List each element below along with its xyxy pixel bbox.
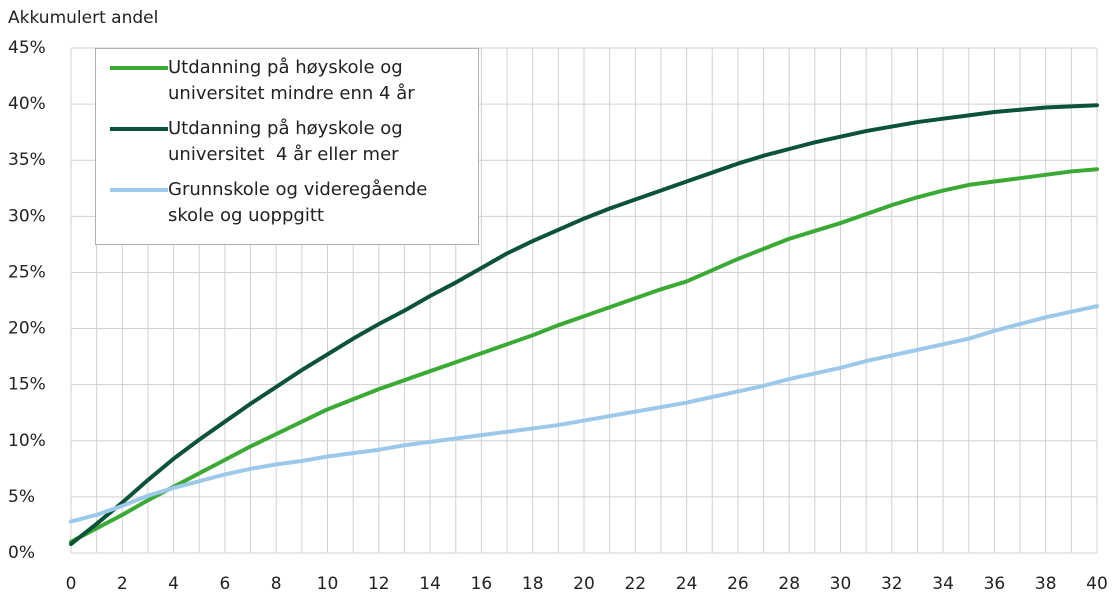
x-tick-label: 38 <box>1035 574 1057 594</box>
legend-entry: Grunnskole og videregående skole og uopp… <box>110 177 468 229</box>
x-tick-label: 18 <box>522 574 544 594</box>
x-tick-label: 22 <box>624 574 646 594</box>
series-line <box>69 304 1099 524</box>
x-tick-label: 12 <box>368 574 390 594</box>
y-tick-label: 10% <box>8 431 46 451</box>
y-tick-label: 45% <box>8 38 46 58</box>
x-tick-label: 4 <box>168 574 179 594</box>
series-line <box>69 103 1099 547</box>
legend-entry: Utdanning på høyskole og universitet min… <box>110 55 468 107</box>
y-tick-label: 5% <box>8 487 35 507</box>
series-line <box>69 167 1099 544</box>
x-tick-label: 20 <box>573 574 595 594</box>
x-tick-label: 14 <box>419 574 441 594</box>
y-tick-label: 35% <box>8 150 46 170</box>
x-tick-label: 40 <box>1086 574 1108 594</box>
x-tick-label: 6 <box>219 574 230 594</box>
x-tick-label: 36 <box>984 574 1006 594</box>
x-tick-label: 0 <box>66 574 77 594</box>
x-tick-label: 10 <box>317 574 339 594</box>
x-tick-label: 16 <box>471 574 493 594</box>
x-tick-label: 8 <box>271 574 282 594</box>
x-tick-label: 24 <box>676 574 698 594</box>
y-tick-label: 40% <box>8 94 46 114</box>
legend: Utdanning på høyskole og universitet min… <box>95 48 479 245</box>
legend-swatch <box>110 127 168 131</box>
x-tick-label: 2 <box>117 574 128 594</box>
y-tick-label: 25% <box>8 262 46 282</box>
y-axis-title: Akkumulert andel <box>8 8 158 28</box>
x-tick-label: 28 <box>778 574 800 594</box>
legend-label: Grunnskole og videregående skole og uopp… <box>168 179 434 226</box>
x-tick-label: 30 <box>830 574 852 594</box>
legend-swatch <box>110 188 168 192</box>
x-tick-label: 34 <box>932 574 954 594</box>
legend-label: Utdanning på høyskole og universitet 4 å… <box>168 118 409 165</box>
y-tick-label: 20% <box>8 319 46 339</box>
legend-entry: Utdanning på høyskole og universitet 4 å… <box>110 116 468 168</box>
y-tick-label: 15% <box>8 375 46 395</box>
y-tick-label: 30% <box>8 206 46 226</box>
y-tick-label: 0% <box>8 543 35 563</box>
x-tick-label: 26 <box>727 574 749 594</box>
legend-swatch <box>110 66 168 70</box>
x-tick-label: 32 <box>881 574 903 594</box>
legend-label: Utdanning på høyskole og universitet min… <box>168 57 415 104</box>
